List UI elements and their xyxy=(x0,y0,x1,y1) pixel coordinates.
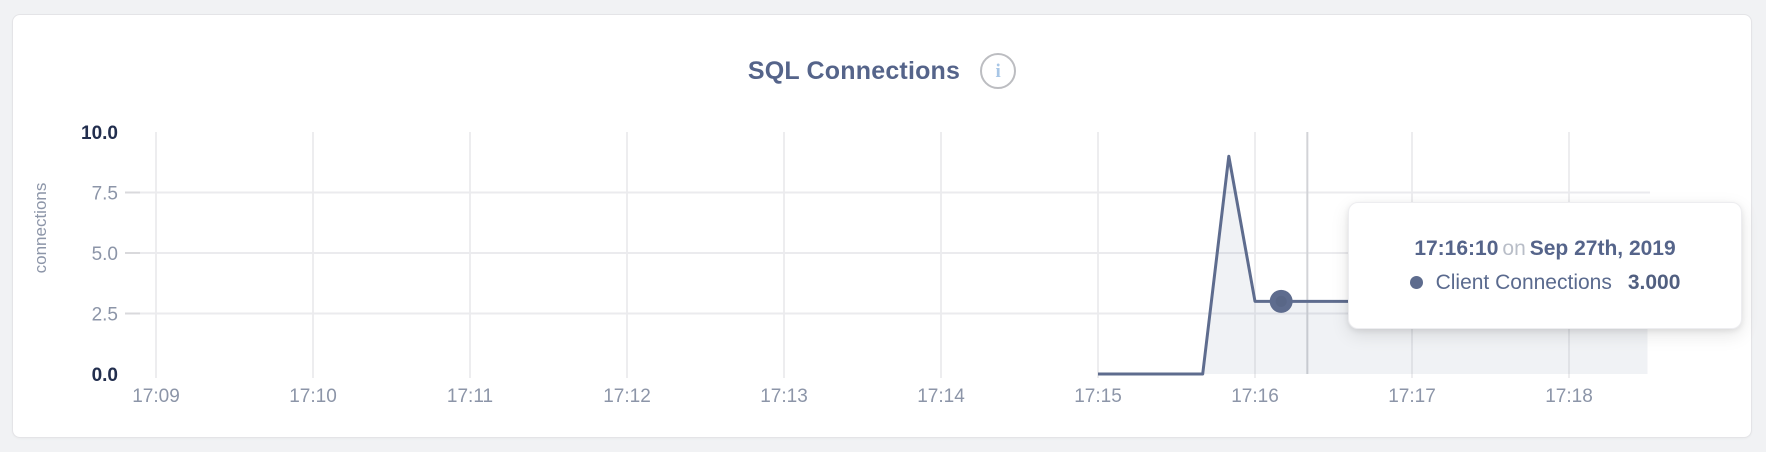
x-tick-label: 17:09 xyxy=(132,386,180,407)
x-tick-label: 17:10 xyxy=(289,386,337,407)
y-tick-label: 2.5 xyxy=(92,305,118,326)
tooltip-series-name: Client Connections xyxy=(1435,270,1612,294)
y-tick-label: 5.0 xyxy=(92,244,118,265)
chart-header: SQL Connections i xyxy=(13,53,1751,89)
x-tick-label: 17:11 xyxy=(447,386,493,407)
tooltip-timestamp: 17:16:10 on Sep 27th, 2019 xyxy=(1414,237,1675,261)
y-tick-label: 7.5 xyxy=(92,184,118,205)
x-tick-label: 17:14 xyxy=(917,386,965,407)
x-tick-label: 17:12 xyxy=(603,386,651,407)
tooltip-connector: on xyxy=(1502,236,1526,260)
x-tick-label: 17:18 xyxy=(1545,386,1593,407)
tooltip-date: Sep 27th, 2019 xyxy=(1529,236,1676,260)
y-tick-label: 0.0 xyxy=(92,365,118,386)
info-icon[interactable]: i xyxy=(980,53,1017,89)
x-tick-label: 17:15 xyxy=(1074,386,1122,407)
x-tick-label: 17:17 xyxy=(1388,386,1436,407)
chart-title: SQL Connections xyxy=(747,56,961,85)
y-tick-label: 10.0 xyxy=(81,123,118,144)
tooltip-time: 17:16:10 xyxy=(1414,236,1499,260)
chart-tooltip: 17:16:10 on Sep 27th, 2019 Client Connecti… xyxy=(1348,202,1742,329)
tooltip-series-value: 3.000 xyxy=(1627,270,1681,294)
series-bullet-icon xyxy=(1409,276,1423,289)
y-axis-title: connections xyxy=(31,183,50,274)
x-tick-label: 17:13 xyxy=(760,386,808,407)
highlight-point-core xyxy=(1275,295,1287,307)
tooltip-series-row: Client Connections 3.000 xyxy=(1409,270,1681,295)
x-tick-label: 17:16 xyxy=(1231,386,1279,407)
